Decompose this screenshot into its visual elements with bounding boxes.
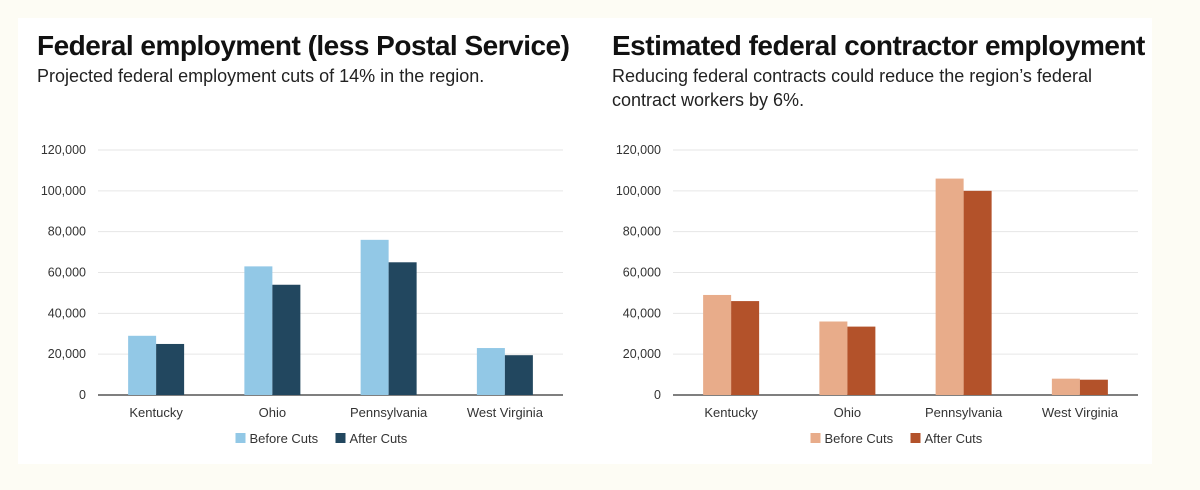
- y-tick-label: 20,000: [623, 347, 661, 361]
- contractor-employment-chart: 0 20,000 40,000 60,000 80,000 100,000 120,000 K…: [616, 143, 1138, 446]
- bar-before-cuts-ohio: [819, 321, 848, 395]
- federal-employment-panel: 0 20,000 40,000 60,000 80,000 100,000 120,000 K…: [18, 18, 578, 464]
- bar-after-cuts-kentucky: [731, 301, 760, 395]
- x-category-label: Kentucky: [129, 405, 183, 420]
- legend-label: After Cuts: [350, 431, 408, 446]
- bar-before-cuts-ohio: [244, 266, 273, 395]
- bar-after-cuts-kentucky: [156, 343, 185, 395]
- x-category-label: Ohio: [259, 405, 286, 420]
- y-tick-label: 80,000: [48, 225, 86, 239]
- x-category-label: West Virginia: [467, 405, 544, 420]
- bar-after-cuts-west-virginia: [1079, 379, 1108, 395]
- y-tick-label: 100,000: [616, 184, 661, 198]
- chart-title: Federal employment (less Postal Service): [37, 30, 570, 61]
- legend-swatch: [810, 433, 821, 443]
- legend-label: Before Cuts: [825, 431, 894, 446]
- bar-before-cuts-kentucky: [703, 294, 732, 395]
- legend-label: After Cuts: [925, 431, 983, 446]
- chart-title: Estimated federal contractor employment: [612, 30, 1145, 61]
- x-category-label: Pennsylvania: [925, 405, 1003, 420]
- bar-after-cuts-west-virginia: [504, 355, 533, 395]
- bar-before-cuts-pennsylvania: [360, 239, 389, 395]
- x-category-label: West Virginia: [1042, 405, 1119, 420]
- y-tick-label: 120,000: [616, 143, 661, 157]
- bar-before-cuts-pennsylvania: [935, 178, 964, 395]
- y-tick-label: 0: [79, 388, 86, 402]
- legend-label: Before Cuts: [250, 431, 319, 446]
- bar-after-cuts-ohio: [847, 326, 876, 395]
- legend-swatch: [235, 433, 246, 443]
- y-tick-label: 40,000: [623, 306, 661, 320]
- y-tick-label: 40,000: [48, 306, 86, 320]
- contractor-employment-panel: 0 20,000 40,000 60,000 80,000 100,000 120,000 K…: [593, 18, 1153, 464]
- x-category-label: Pennsylvania: [350, 405, 428, 420]
- bar-after-cuts-pennsylvania: [963, 190, 992, 395]
- y-tick-label: 100,000: [41, 184, 86, 198]
- bar-after-cuts-pennsylvania: [388, 262, 417, 395]
- y-tick-label: 60,000: [48, 266, 86, 280]
- bar-before-cuts-west-virginia: [476, 348, 505, 395]
- bar-before-cuts-west-virginia: [1051, 378, 1080, 395]
- y-tick-label: 60,000: [623, 266, 661, 280]
- x-category-label: Ohio: [834, 405, 861, 420]
- chart-subtitle: Reducing federal contracts could reduce …: [612, 66, 1092, 110]
- y-tick-label: 0: [654, 388, 661, 402]
- legend-swatch: [335, 433, 346, 443]
- y-tick-label: 120,000: [41, 143, 86, 157]
- y-tick-label: 80,000: [623, 225, 661, 239]
- y-tick-label: 20,000: [48, 347, 86, 361]
- chart-card: 0 20,000 40,000 60,000 80,000 100,000 120,000 K…: [18, 18, 1152, 464]
- bar-after-cuts-ohio: [272, 284, 301, 395]
- federal-employment-chart: 0 20,000 40,000 60,000 80,000 100,000 120,000 K…: [41, 143, 563, 446]
- legend-swatch: [910, 433, 921, 443]
- chart-subtitle: Projected federal employment cuts of 14%…: [37, 66, 485, 86]
- x-category-label: Kentucky: [704, 405, 758, 420]
- bar-before-cuts-kentucky: [128, 335, 157, 395]
